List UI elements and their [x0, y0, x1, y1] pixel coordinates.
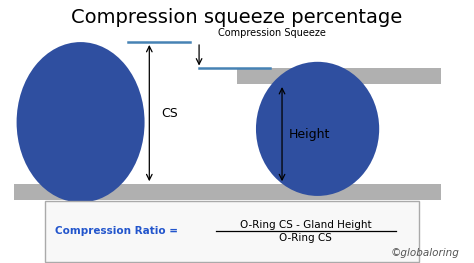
Text: ©globaloring: ©globaloring: [391, 248, 460, 258]
FancyBboxPatch shape: [45, 201, 419, 262]
Text: Compression Squeeze: Compression Squeeze: [218, 28, 326, 38]
Text: CS: CS: [161, 107, 178, 120]
Text: O-Ring CS - Gland Height: O-Ring CS - Gland Height: [240, 220, 372, 230]
Bar: [14, 184, 441, 200]
Ellipse shape: [17, 42, 145, 203]
Text: Height: Height: [289, 128, 330, 141]
Ellipse shape: [256, 62, 379, 196]
Text: Compression Ratio =: Compression Ratio =: [55, 226, 177, 236]
Text: Compression squeeze percentage: Compression squeeze percentage: [72, 8, 402, 27]
Text: O-Ring CS: O-Ring CS: [279, 233, 332, 243]
Bar: [237, 68, 441, 84]
